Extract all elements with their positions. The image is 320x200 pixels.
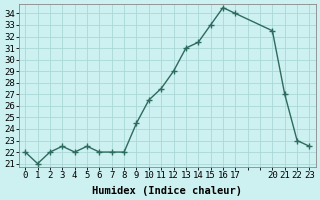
X-axis label: Humidex (Indice chaleur): Humidex (Indice chaleur) bbox=[92, 186, 242, 196]
